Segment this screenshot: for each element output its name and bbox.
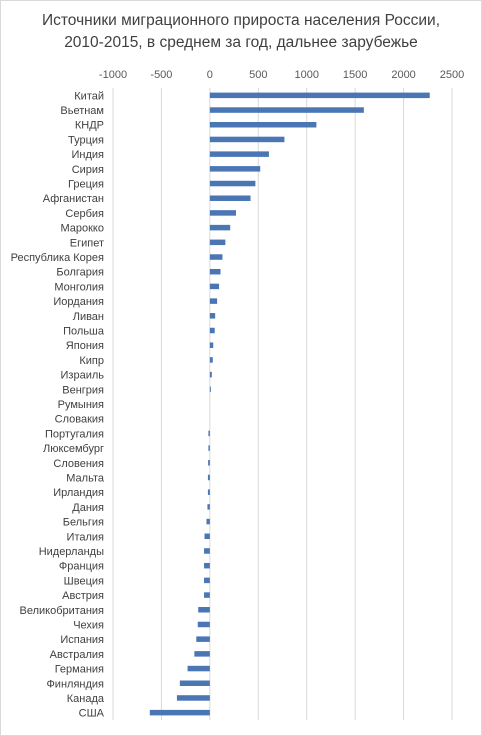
category-label: США xyxy=(79,708,105,720)
bar xyxy=(204,548,210,554)
category-label: Словакия xyxy=(55,414,104,426)
bar xyxy=(209,239,226,246)
category-label: Польша xyxy=(63,326,105,338)
category-label: Ливан xyxy=(73,311,104,323)
category-label: Греция xyxy=(68,179,104,191)
bar xyxy=(187,665,210,672)
bar xyxy=(194,651,210,657)
category-label: Финляндия xyxy=(46,678,104,690)
x-tick-label: 0 xyxy=(207,69,213,81)
bar xyxy=(209,195,251,201)
bar xyxy=(209,313,216,319)
category-label: Индия xyxy=(71,149,104,161)
x-tick-label: 500 xyxy=(249,69,267,81)
bar xyxy=(204,533,210,540)
bar xyxy=(204,577,210,584)
bar xyxy=(209,92,430,99)
category-label: Ирландия xyxy=(53,487,104,499)
category-label: Нидерланды xyxy=(39,546,104,558)
category-label: КНДР xyxy=(75,120,104,132)
bar xyxy=(209,136,285,143)
category-label: Испания xyxy=(60,634,104,646)
bar xyxy=(209,298,218,304)
bar xyxy=(209,210,237,216)
bar xyxy=(209,283,220,290)
bar xyxy=(208,430,210,437)
category-label: Румыния xyxy=(58,399,104,411)
category-label: Сербия xyxy=(65,208,104,220)
bar xyxy=(208,460,210,466)
x-tick-label: 1500 xyxy=(343,69,367,81)
category-label: Вьетнам xyxy=(60,105,104,117)
category-label: Бельгия xyxy=(63,517,104,529)
bar xyxy=(204,562,210,569)
bar xyxy=(197,621,210,628)
category-label: Сирия xyxy=(72,164,104,176)
category-label: Афганистан xyxy=(43,193,104,205)
category-label: Монголия xyxy=(54,281,104,293)
category-label: Марокко xyxy=(60,223,104,235)
x-tick-label: -500 xyxy=(150,69,172,81)
bar xyxy=(206,518,210,525)
category-label: Иордания xyxy=(53,296,104,308)
category-label: Швеция xyxy=(64,575,104,587)
bar xyxy=(208,445,210,451)
bar xyxy=(209,357,213,363)
chart-title-line-1: Источники миграционного прироста населен… xyxy=(41,12,440,29)
bar xyxy=(209,371,212,378)
bar xyxy=(209,121,317,128)
category-label: Великобритания xyxy=(20,605,105,617)
category-label: Австрия xyxy=(62,590,104,602)
category-label: Франция xyxy=(59,561,104,573)
category-label: Турция xyxy=(68,134,104,146)
bar xyxy=(209,166,261,172)
category-label: Италия xyxy=(67,531,105,543)
bar xyxy=(207,504,210,510)
bar xyxy=(209,268,221,275)
chart-title-line-2: 2010-2015, в среднем за год, дальнее зар… xyxy=(64,34,418,51)
bar xyxy=(209,180,256,187)
category-label: Чехия xyxy=(73,619,104,631)
bar xyxy=(209,107,364,113)
category-label: Словения xyxy=(53,458,104,470)
category-label: Израиль xyxy=(61,370,105,382)
x-tick-label: -1000 xyxy=(99,69,127,81)
bar xyxy=(209,224,231,231)
category-label: Болгария xyxy=(56,267,104,279)
category-label: Египет xyxy=(70,237,104,249)
bar xyxy=(196,636,210,642)
category-label: Австралия xyxy=(50,649,104,661)
category-label: Канада xyxy=(67,693,105,705)
chart-title: Источники миграционного прироста населен… xyxy=(0,10,482,54)
bar xyxy=(209,327,215,334)
category-label: Кипр xyxy=(79,355,104,367)
x-tick-label: 2500 xyxy=(440,69,464,81)
bar xyxy=(176,695,210,701)
bar xyxy=(198,607,210,613)
category-label: Люксембург xyxy=(43,443,104,455)
bar xyxy=(209,386,211,393)
category-label: Германия xyxy=(55,664,104,676)
x-tick-label: 1000 xyxy=(294,69,318,81)
bar xyxy=(179,680,210,687)
category-label: Венгрия xyxy=(62,384,104,396)
category-label: Республика Корея xyxy=(11,252,104,264)
bar xyxy=(209,342,214,348)
bar xyxy=(207,489,210,495)
category-label: Дания xyxy=(72,502,104,514)
bar xyxy=(149,709,210,716)
bar xyxy=(209,151,269,157)
category-label: Мальта xyxy=(66,472,105,484)
bar xyxy=(207,474,210,481)
x-tick-label: 2000 xyxy=(391,69,415,81)
bar xyxy=(209,254,223,260)
bar xyxy=(204,592,210,598)
category-label: Португалия xyxy=(45,428,104,440)
category-label: Китай xyxy=(74,90,104,102)
category-label: Япония xyxy=(66,340,104,352)
